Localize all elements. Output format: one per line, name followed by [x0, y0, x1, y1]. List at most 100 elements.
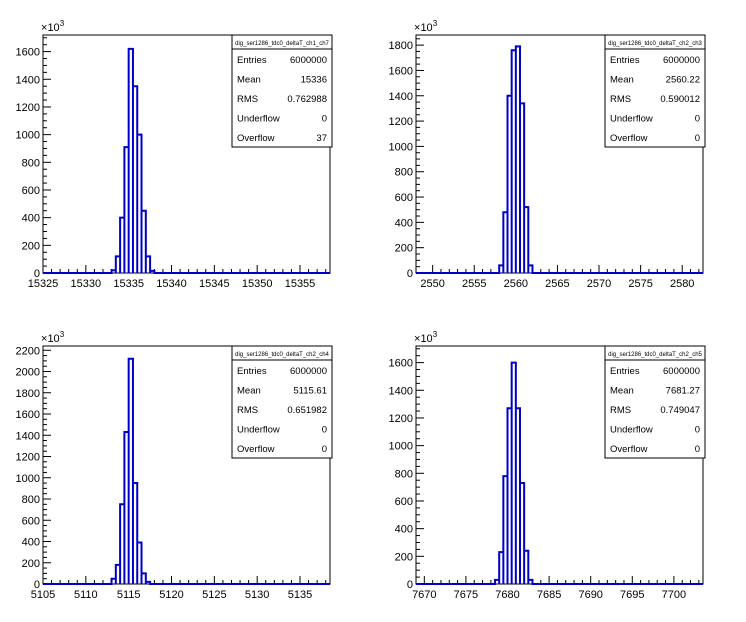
x-tick-label: 5110 [74, 589, 98, 601]
y-tick-label: 1200 [389, 116, 413, 128]
y-exponent-prefix: × [414, 22, 420, 34]
stats-box-title: dig_ser1286_tdc0_deltaT_ch2_ch5 [608, 352, 702, 358]
x-tick-label: 2550 [420, 278, 444, 290]
y-tick-label: 1000 [16, 473, 40, 485]
x-tick-label: 7680 [495, 589, 519, 601]
stats-key-rms: RMS [237, 94, 258, 105]
stats-key-rms: RMS [610, 405, 631, 416]
stats-key-underflow: Underflow [610, 114, 653, 125]
stats-value-rms: 0.651982 [287, 405, 327, 416]
histogram-bin [124, 147, 128, 273]
y-tick-label: 600 [22, 515, 40, 527]
y-exponent-base: 10 [420, 22, 432, 34]
stats-box-frame [231, 345, 333, 459]
stats-key-overflow: Overflow [237, 444, 275, 455]
stats-value-overflow: 0 [322, 444, 327, 455]
x-tick-label: 15325 [28, 278, 59, 290]
histogram-bin [129, 359, 133, 584]
histogram-bin [524, 551, 528, 584]
y-tick-label: 400 [22, 537, 40, 549]
y-tick-label: 600 [22, 185, 40, 197]
histogram-bin [520, 483, 524, 584]
stats-value-rms: 0.590012 [660, 94, 700, 105]
y-tick-label: 1400 [389, 91, 413, 103]
stats-key-entries: Entries [237, 366, 267, 377]
x-tick-label: 2580 [670, 278, 694, 290]
x-tick-label: 5120 [159, 589, 183, 601]
histogram-bin [150, 271, 154, 273]
histogram-bin [120, 218, 124, 273]
histogram-bin [133, 86, 137, 273]
y-exponent-prefix: × [414, 333, 420, 345]
stats-value-mean: 7681.27 [666, 385, 700, 396]
y-exponent-base: 10 [47, 22, 59, 34]
y-exponent-power: 3 [433, 330, 438, 339]
x-tick-label: 5115 [117, 589, 141, 601]
x-tick-label: 5135 [288, 589, 312, 601]
y-tick-label: 200 [22, 240, 40, 252]
histogram-bin [146, 582, 150, 584]
x-tick-label: 2575 [628, 278, 652, 290]
stats-value-underflow: 0 [322, 425, 327, 436]
y-tick-label: 800 [395, 167, 413, 179]
x-tick-label: 7685 [537, 589, 561, 601]
y-exponent-base: 10 [47, 333, 59, 345]
y-tick-label: 1800 [389, 40, 413, 52]
histogram-bin [528, 265, 532, 273]
x-tick-label: 7695 [620, 589, 644, 601]
x-tick-label: 15340 [156, 278, 187, 290]
stats-box-title: dig_ser1286_tdc0_deltaT_ch2_ch4 [235, 352, 329, 358]
histogram-line [416, 45, 703, 274]
y-tick-label: 1600 [16, 47, 40, 59]
histogram-bin [516, 46, 520, 273]
histogram-bin [512, 50, 516, 273]
stats-value-entries: 6000000 [663, 55, 700, 66]
histogram-bin [512, 363, 516, 584]
x-tick-label: 5130 [245, 589, 269, 601]
y-tick-label: 1600 [389, 65, 413, 77]
stats-value-underflow: 0 [695, 114, 700, 125]
y-exponent-power: 3 [60, 330, 65, 339]
stats-key-overflow: Overflow [237, 133, 275, 144]
y-exponent-label: ×103 [414, 19, 438, 34]
stats-key-entries: Entries [237, 55, 267, 66]
histogram-bin [528, 580, 532, 584]
stats-key-rms: RMS [237, 405, 258, 416]
stats-value-overflow: 0 [695, 133, 700, 144]
y-exponent-label: ×103 [41, 330, 65, 345]
x-tick-label: 2555 [462, 278, 486, 290]
stats-value-entries: 6000000 [663, 366, 700, 377]
stats-box: dig_ser1286_tdc0_deltaT_ch2_ch5 Entries 60… [604, 345, 706, 459]
histogram-bin [116, 256, 120, 273]
stats-value-entries: 6000000 [290, 366, 327, 377]
stats-key-mean: Mean [610, 385, 634, 396]
x-tick-label: 7670 [412, 589, 436, 601]
stats-key-rms: RMS [610, 94, 631, 105]
histogram-bin [503, 212, 507, 273]
stats-box-frame [231, 34, 333, 148]
stats-key-entries: Entries [610, 366, 640, 377]
stats-key-underflow: Underflow [237, 114, 280, 125]
y-exponent-power: 3 [433, 19, 438, 28]
x-tick-label: 7700 [662, 589, 686, 601]
stats-key-underflow: Underflow [237, 425, 280, 436]
stats-box-frame [604, 345, 706, 459]
x-tick-label: 7675 [454, 589, 478, 601]
histogram-line [43, 357, 330, 585]
y-tick-label: 1000 [389, 441, 413, 453]
x-tick-label: 15335 [113, 278, 144, 290]
histogram-bin [112, 579, 116, 584]
x-tick-label: 15330 [71, 278, 102, 290]
y-tick-label: 200 [22, 558, 40, 570]
y-tick-label: 1200 [16, 102, 40, 114]
histogram-bin [508, 408, 512, 584]
y-tick-label: 1600 [389, 358, 413, 370]
x-tick-label: 2570 [587, 278, 611, 290]
y-exponent-base: 10 [420, 333, 432, 345]
stats-value-mean: 15336 [301, 74, 327, 85]
y-tick-label: 1400 [16, 74, 40, 86]
stats-value-underflow: 0 [695, 425, 700, 436]
histogram-bin [499, 552, 503, 584]
